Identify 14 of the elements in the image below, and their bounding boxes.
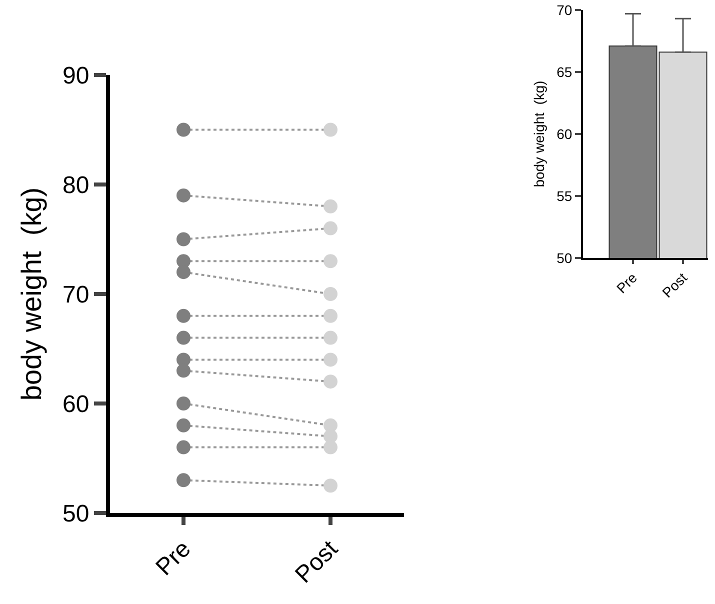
y-tick-label: 80 [62, 172, 90, 199]
y-tick-label: 60 [556, 126, 572, 142]
y-tick-label: 70 [556, 2, 572, 18]
y-tick-label: 50 [62, 500, 90, 528]
y-tick-label: 70 [62, 281, 90, 308]
y-tick-label: 50 [556, 250, 572, 266]
y-axis-title: body weight (kg) [531, 80, 547, 188]
y-tick-label: 60 [62, 390, 90, 418]
y-tick-label: 90 [62, 62, 90, 90]
x-tick-label: Pre [613, 269, 640, 296]
y-tick-label: 55 [556, 188, 572, 204]
y-axis-title: body weight (kg) [16, 187, 47, 401]
y-tick-label: 65 [556, 64, 572, 80]
x-tick-label: Pre [150, 535, 196, 581]
